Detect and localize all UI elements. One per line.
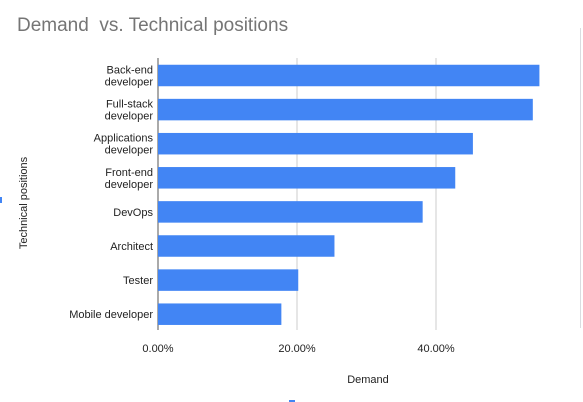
category-label-line: developer [105, 77, 154, 89]
x-tick-label: 0.00% [142, 343, 173, 355]
y-axis-title: Technical positions [18, 156, 30, 249]
x-tick-labels: 0.00% 20.00% 40.00% [142, 343, 454, 355]
x-tick-label: 20.00% [278, 343, 316, 355]
bars [158, 64, 540, 325]
category-label-line: Front-end [105, 167, 153, 179]
bar [158, 98, 533, 121]
x-axis-title: Demand [347, 374, 389, 386]
chart-title: Demand vs. Technical positions [17, 15, 289, 36]
category-label-line: Tester [123, 275, 153, 287]
left-edge-marker [0, 197, 2, 203]
category-label: Front-end developer [105, 167, 154, 191]
category-label-line: developer [105, 111, 154, 123]
category-label: Architect [110, 241, 153, 253]
category-label: Back-end developer [105, 65, 154, 89]
category-label: Applications developer [94, 133, 154, 157]
bar [158, 269, 299, 291]
bar [158, 235, 335, 257]
category-label: Mobile developer [69, 309, 153, 321]
category-label-line: DevOps [113, 207, 153, 219]
bar [158, 201, 423, 223]
category-label: Tester [123, 275, 153, 287]
category-label-line: Applications [94, 133, 154, 145]
x-tick-label: 40.00% [417, 343, 455, 355]
category-label-line: Full-stack [106, 99, 154, 111]
category-label-line: Back-end [107, 65, 153, 77]
category-label: Full-stack developer [105, 99, 154, 123]
bar [158, 303, 282, 325]
category-label-line: Architect [110, 241, 153, 253]
bar [158, 132, 473, 155]
category-label: DevOps [113, 207, 153, 219]
bottom-edge-marker [289, 400, 295, 402]
category-label-line: developer [105, 145, 154, 157]
right-border-line [580, 28, 581, 328]
bar [158, 167, 456, 189]
category-label-line: Mobile developer [69, 309, 153, 321]
bar [158, 64, 540, 87]
category-label-line: developer [105, 179, 154, 191]
